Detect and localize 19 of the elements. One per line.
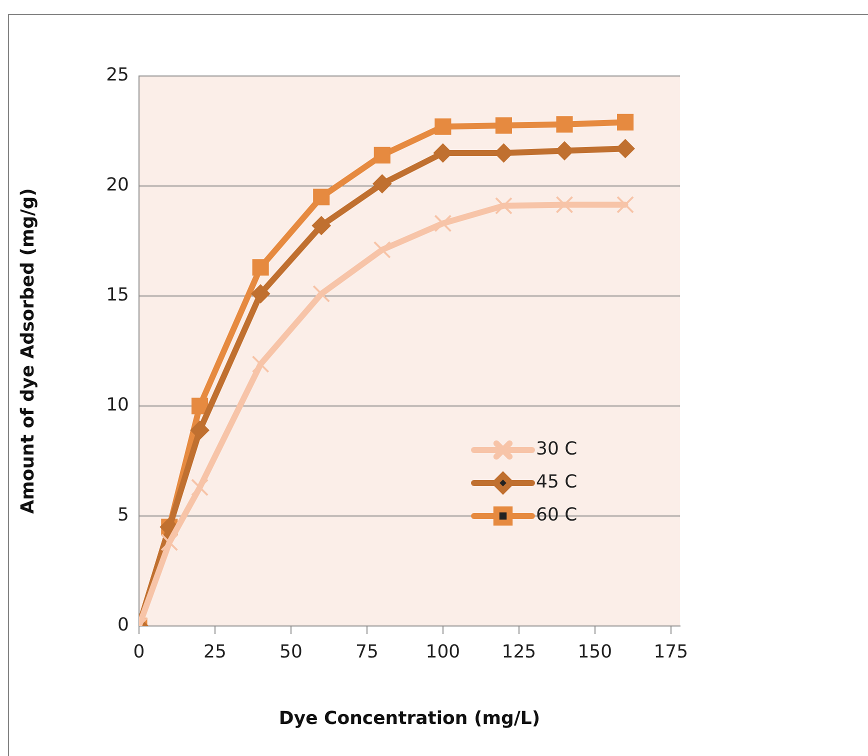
y-tick-label: 15 <box>106 284 129 306</box>
y-tick-label: 5 <box>118 504 129 526</box>
x-tick-label: 150 <box>578 641 612 662</box>
y-tick-label: 0 <box>118 614 129 636</box>
x-tick-label: 0 <box>133 641 145 662</box>
y-axis-title: Amount of dye Adsorbed (mg/g) <box>17 188 38 514</box>
x-tick-label: 175 <box>654 641 688 662</box>
x-tick-label: 125 <box>502 641 536 662</box>
legend-label: 30 C <box>536 438 578 460</box>
x-tick-label: 50 <box>280 641 302 662</box>
y-tick-label: 25 <box>106 64 129 86</box>
x-tick-label: 25 <box>204 641 226 662</box>
y-tick-label: 20 <box>106 174 129 196</box>
y-tick-label: 10 <box>106 394 129 416</box>
x-tick-label: 75 <box>355 641 378 662</box>
x-tick-label: 100 <box>426 641 460 662</box>
x-axis-title: Dye Concentration (mg/L) <box>278 708 540 729</box>
legend-label: 60 C <box>536 504 578 526</box>
legend-label: 45 C <box>536 472 578 493</box>
